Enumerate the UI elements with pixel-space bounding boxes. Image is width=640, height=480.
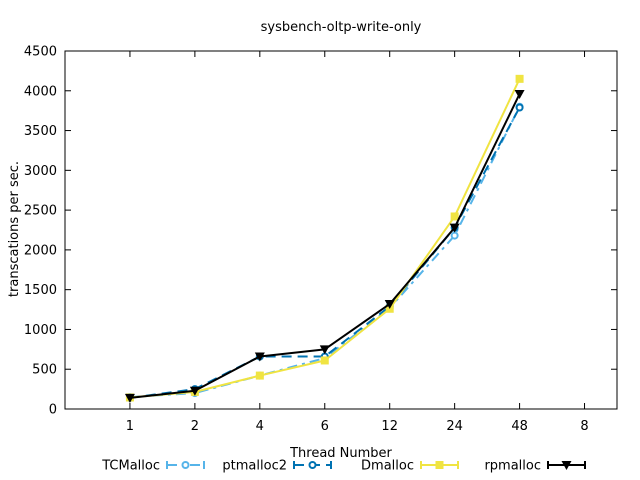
series-rpmalloc (124, 89, 525, 403)
y-axis: 0 500 1000 1500 2000 2500 3000 3500 4000 4500 (24, 45, 617, 418)
data-point (320, 356, 329, 365)
x-tick-label: 6 (321, 419, 329, 434)
x-tick-label: 48 (511, 419, 528, 434)
y-tick-label: 2000 (24, 243, 57, 258)
plot-frame (64, 50, 618, 410)
data-point (319, 345, 330, 355)
series-layer (124, 74, 525, 403)
y-tick-label: 3000 (24, 164, 57, 179)
legend-marker (561, 461, 572, 470)
x-tick-label: 1 (126, 419, 134, 434)
legend-marker (308, 461, 317, 469)
plot-border (64, 50, 618, 410)
legend-label: TCMalloc (101, 459, 160, 474)
data-point (515, 103, 524, 112)
y-axis-label: transcations per sec. (7, 161, 22, 297)
legend-entry: Dmalloc (361, 459, 459, 474)
x-tick-label: 24 (446, 419, 463, 434)
x-tick-label: 2 (191, 419, 199, 434)
x-tick-label: 12 (381, 419, 398, 434)
legend-label: ptmalloc2 (222, 459, 287, 474)
y-tick-label: 3500 (24, 124, 57, 139)
series-ptmalloc2 (125, 103, 524, 402)
legend-entry: TCMalloc (101, 459, 205, 474)
x-tick-label: 4 (256, 419, 264, 434)
data-point (189, 386, 200, 396)
data-point (449, 223, 460, 233)
data-point (515, 74, 524, 83)
data-point (450, 231, 459, 240)
chart-title: sysbench-oltp-write-only (261, 20, 422, 35)
legend: TCMalloc ptmalloc2 Dmalloc rpmalloc (101, 459, 586, 474)
y-tick-label: 2500 (24, 204, 57, 219)
data-point (254, 352, 265, 362)
y-tick-label: 4500 (24, 45, 57, 60)
data-point (514, 89, 525, 99)
data-point (124, 393, 135, 403)
y-tick-label: 0 (49, 403, 57, 418)
legend-label: rpmalloc (484, 459, 541, 474)
data-point (255, 371, 264, 380)
y-tick-label: 1000 (24, 323, 57, 338)
data-point (384, 299, 395, 309)
legend-entry: ptmalloc2 (222, 459, 332, 474)
y-tick-label: 500 (32, 363, 57, 378)
legend-marker (181, 461, 190, 469)
y-tick-label: 4000 (24, 84, 57, 99)
legend-label: Dmalloc (361, 459, 414, 474)
legend-marker (435, 461, 444, 469)
x-axis: 1 2 4 6 12 24 48 8 (126, 51, 589, 434)
data-point (450, 212, 459, 221)
legend-entry: rpmalloc (484, 459, 586, 474)
x-axis-label: Thread Number (289, 446, 392, 461)
y-tick-label: 1500 (24, 283, 57, 298)
x-tick-label: 8 (580, 419, 588, 434)
